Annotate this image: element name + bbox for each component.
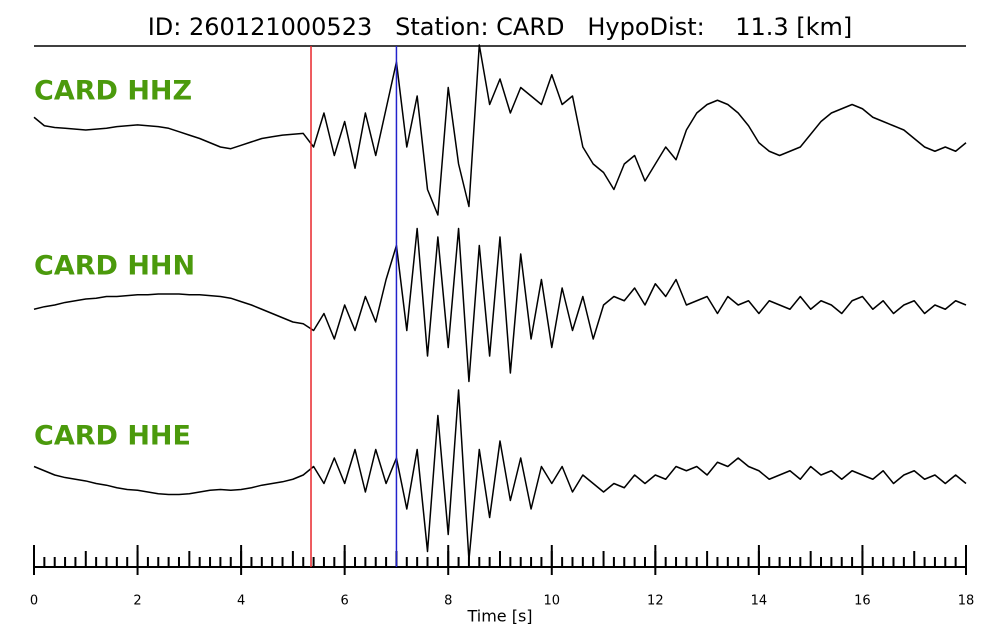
x-tick-label: 6 bbox=[341, 594, 349, 609]
x-tick-label: 2 bbox=[133, 594, 141, 609]
x-tick-label: 0 bbox=[30, 594, 38, 609]
trace bbox=[33, 389, 967, 561]
x-tick-label: 12 bbox=[647, 594, 664, 609]
x-tick-label: 14 bbox=[751, 594, 768, 609]
trace-label: CARD HHZ bbox=[34, 76, 192, 107]
x-tick-label: 16 bbox=[854, 594, 871, 609]
chart-title: ID: 260121000523 Station: CARD HypoDist:… bbox=[148, 13, 853, 41]
x-tick-label: 18 bbox=[958, 594, 975, 609]
x-tick-label: 10 bbox=[544, 594, 561, 609]
trace-label: CARD HHN bbox=[34, 251, 195, 282]
x-tick-label: 8 bbox=[444, 594, 452, 609]
x-axis-label: Time [s] bbox=[466, 607, 532, 626]
trace bbox=[33, 44, 967, 216]
trace-label: CARD HHE bbox=[34, 421, 191, 452]
trace bbox=[33, 227, 967, 383]
x-tick-label: 4 bbox=[237, 594, 245, 609]
